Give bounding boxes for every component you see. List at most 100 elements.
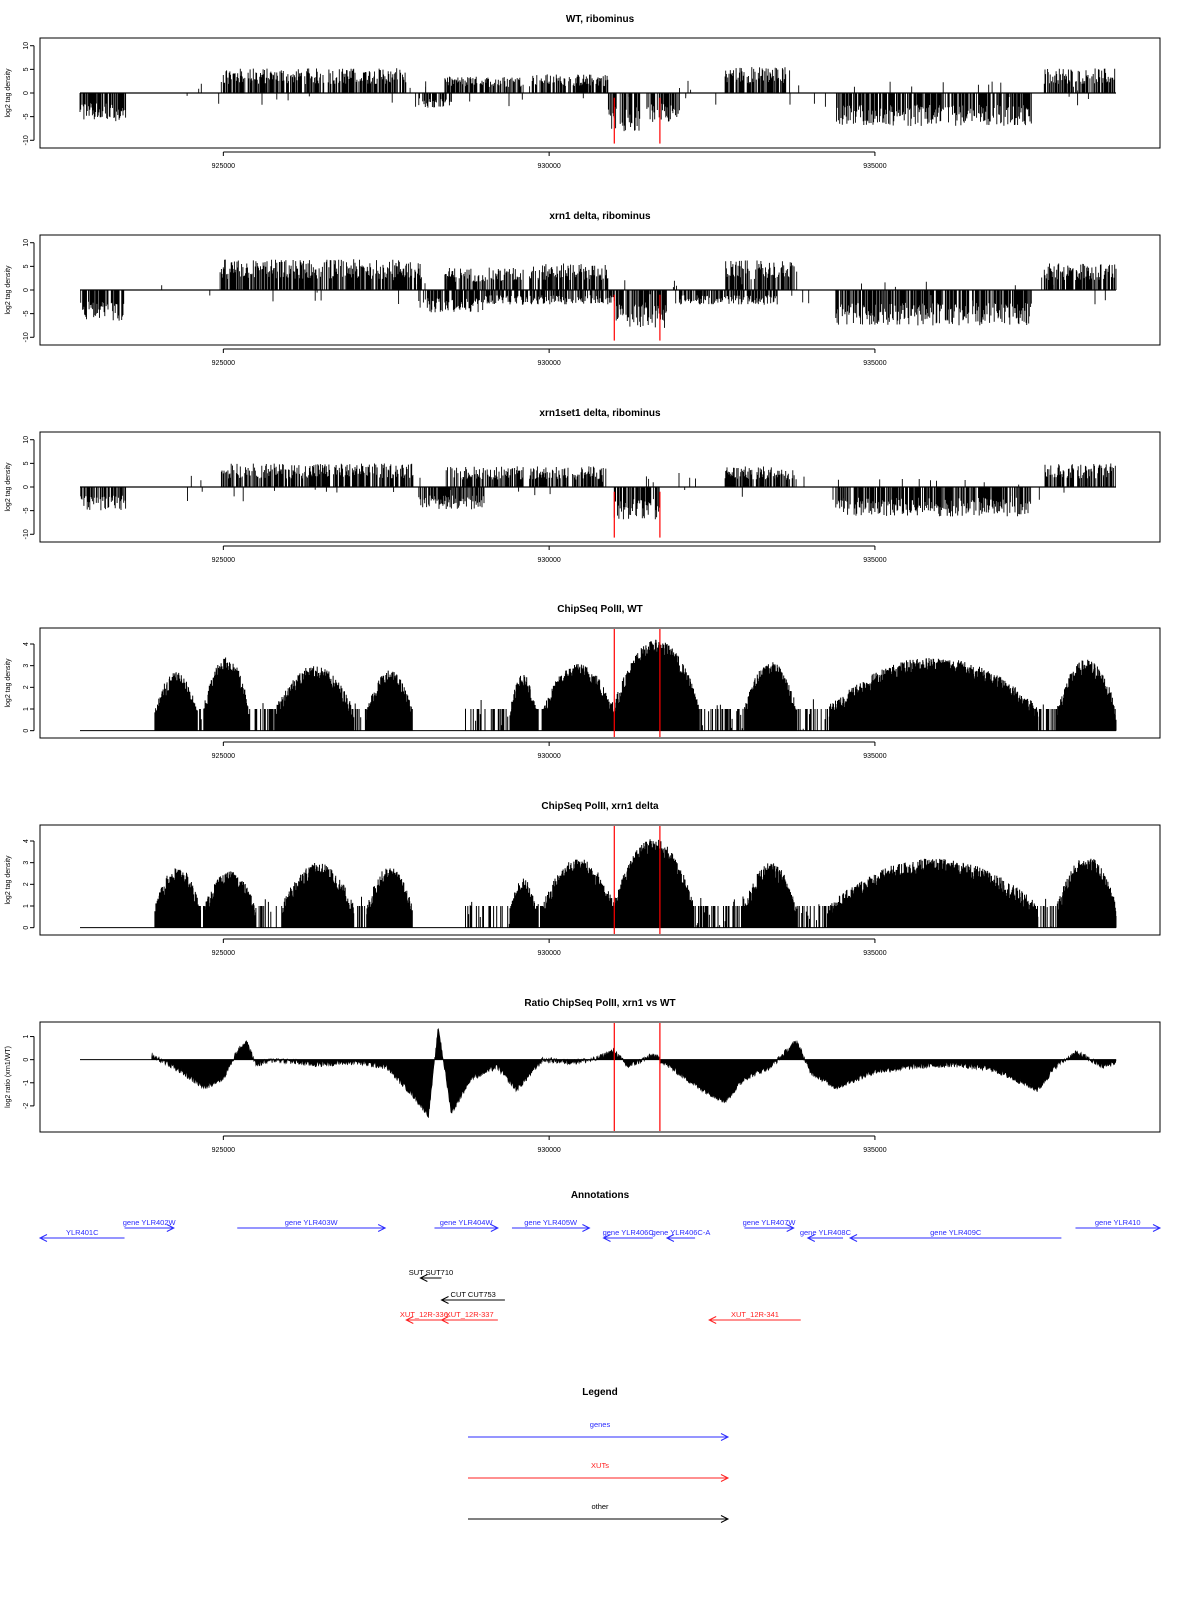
- legend-label: genes: [590, 1420, 611, 1429]
- data-marks: [80, 826, 1117, 934]
- annotation-feature: gene YLR410: [1075, 1218, 1162, 1232]
- arrowhead: [405, 1316, 414, 1324]
- arrowhead: [440, 1296, 449, 1304]
- x-tick-label: 930000: [537, 753, 560, 760]
- annotation-feature: XUT_12R-341: [708, 1310, 801, 1324]
- arrowhead: [708, 1316, 717, 1324]
- y-axis: -10 -5 0 5 10 log2 tag density: [5, 239, 35, 342]
- y-tick-label: 0: [23, 729, 30, 733]
- annotations-track: Annotations YLR401C gene YLR402W gene YLR40…: [38, 1190, 1162, 1324]
- annotation-feature: gene YLR403W: [237, 1218, 387, 1232]
- feature-label: gene YLR410: [1095, 1218, 1141, 1227]
- feature-label: SUT SUT710: [409, 1268, 453, 1277]
- arrowhead: [848, 1234, 858, 1242]
- x-axis: 925000 930000 935000: [212, 741, 887, 760]
- feature-label: XUT_12R-337: [446, 1310, 494, 1319]
- arrowhead: [490, 1224, 499, 1232]
- chart-panel-5: ChipSeq PolII, xrn1 delta 0 1 2 3 4 log2 tag d…: [5, 801, 1161, 957]
- annotation-feature: XUT_12R-337: [440, 1310, 498, 1324]
- data-marks: [80, 1023, 1117, 1131]
- feature-label: gene YLR406C-A: [652, 1228, 711, 1237]
- chip-density-bars: [154, 639, 1117, 731]
- x-tick-label: 935000: [863, 753, 886, 760]
- chart-title: xrn1set1 delta, ribominus: [539, 408, 661, 419]
- y-tick-label: 5: [23, 461, 30, 465]
- annotation-feature: gene YLR407W: [743, 1218, 797, 1232]
- feature-label: gene YLR408C: [800, 1228, 852, 1237]
- feature-label: gene YLR407W: [743, 1218, 797, 1227]
- tag-density-bars: [80, 259, 1117, 328]
- x-tick-label: 925000: [212, 950, 235, 957]
- legend-entry-other: other: [468, 1502, 730, 1523]
- x-tick-label: 925000: [212, 360, 235, 367]
- y-tick-label: 0: [23, 288, 30, 292]
- ratio-area: [151, 1028, 1117, 1118]
- feature-label: XUT_12R-341: [731, 1310, 779, 1319]
- feature-label: gene YLR405W: [524, 1218, 578, 1227]
- chart-panel-3: xrn1set1 delta, ribominus -10 -5 0 5 10 log2 t…: [5, 408, 1161, 564]
- x-tick-label: 930000: [537, 1147, 560, 1154]
- y-tick-label: 4: [23, 839, 30, 843]
- arrowhead: [602, 1234, 611, 1242]
- chart-panel-6: Ratio ChipSeq PolII, xrn1 vs WT -2 -1 0 1 log…: [5, 998, 1161, 1154]
- annotation-feature: CUT CUT753: [440, 1290, 505, 1304]
- tag-density-bars: [80, 463, 1116, 520]
- annotation-feature: SUT SUT710: [409, 1268, 453, 1282]
- y-tick-label: 3: [23, 664, 30, 668]
- chart-title: xrn1 delta, ribominus: [549, 211, 651, 222]
- arrowhead: [166, 1224, 175, 1232]
- chart-title: ChipSeq PolII, WT: [557, 604, 643, 615]
- arrowhead: [38, 1234, 48, 1242]
- x-tick-label: 930000: [537, 950, 560, 957]
- y-tick-label: 1: [23, 904, 30, 908]
- y-tick-label: -10: [23, 332, 30, 342]
- x-tick-label: 935000: [863, 1147, 886, 1154]
- x-tick-label: 935000: [863, 360, 886, 367]
- feature-label: gene YLR402W: [123, 1218, 177, 1227]
- legend-label: other: [591, 1502, 609, 1511]
- feature-label: gene YLR404W: [440, 1218, 494, 1227]
- x-tick-label: 935000: [863, 163, 886, 170]
- annotation-feature: gene YLR402W: [123, 1218, 177, 1232]
- y-tick-label: 1: [23, 707, 30, 711]
- y-tick-label: -5: [23, 113, 30, 119]
- plot-frame: [39, 1021, 1161, 1133]
- y-tick-label: -1: [23, 1080, 30, 1086]
- data-marks: [80, 629, 1117, 737]
- y-axis-label: log2 tag density: [5, 265, 12, 315]
- data-marks: [80, 463, 1116, 538]
- chart-panel-2: xrn1 delta, ribominus -10 -5 0 5 10 log2 tag d…: [5, 211, 1161, 367]
- chart-title: WT, ribominus: [566, 14, 635, 25]
- y-tick-label: -5: [23, 310, 30, 316]
- legend-arrowhead: [720, 1515, 730, 1523]
- arrowhead: [582, 1224, 591, 1232]
- annotation-feature: gene YLR409C: [848, 1228, 1062, 1242]
- annotation-feature: gene YLR405W: [511, 1218, 591, 1232]
- arrowhead: [1152, 1224, 1162, 1232]
- plot-frame: [39, 234, 1161, 346]
- arrowhead: [806, 1234, 816, 1242]
- annotation-feature: XUT_12R-336: [400, 1310, 448, 1324]
- chart-panel-4: ChipSeq PolII, WT 0 1 2 3 4 log2 tag density 92…: [5, 604, 1161, 760]
- tag-density-bars: [79, 67, 1116, 132]
- feature-label: gene YLR409C: [930, 1228, 982, 1237]
- chart-title: Ratio ChipSeq PolII, xrn1 vs WT: [524, 998, 675, 1009]
- y-axis: 0 1 2 3 4 log2 tag density: [5, 839, 35, 930]
- y-tick-label: -2: [23, 1103, 30, 1109]
- chip-density-bars: [154, 839, 1117, 928]
- y-tick-label: 10: [23, 42, 30, 50]
- legend-entry-genes: genes: [468, 1420, 730, 1441]
- arrowhead: [419, 1274, 428, 1282]
- chart-panel-1: WT, ribominus -10 -5 0 5 10 log2 tag density 92…: [5, 14, 1161, 170]
- arrowhead: [665, 1234, 675, 1242]
- y-tick-label: 4: [23, 642, 30, 646]
- y-tick-label: -5: [23, 507, 30, 513]
- x-tick-label: 925000: [212, 163, 235, 170]
- y-axis-label: log2 tag density: [5, 68, 12, 118]
- y-tick-label: 0: [23, 91, 30, 95]
- y-tick-label: 0: [23, 1058, 30, 1062]
- x-tick-label: 925000: [212, 1147, 235, 1154]
- x-tick-label: 925000: [212, 557, 235, 564]
- y-tick-label: 5: [23, 264, 30, 268]
- plot-frame: [39, 431, 1161, 543]
